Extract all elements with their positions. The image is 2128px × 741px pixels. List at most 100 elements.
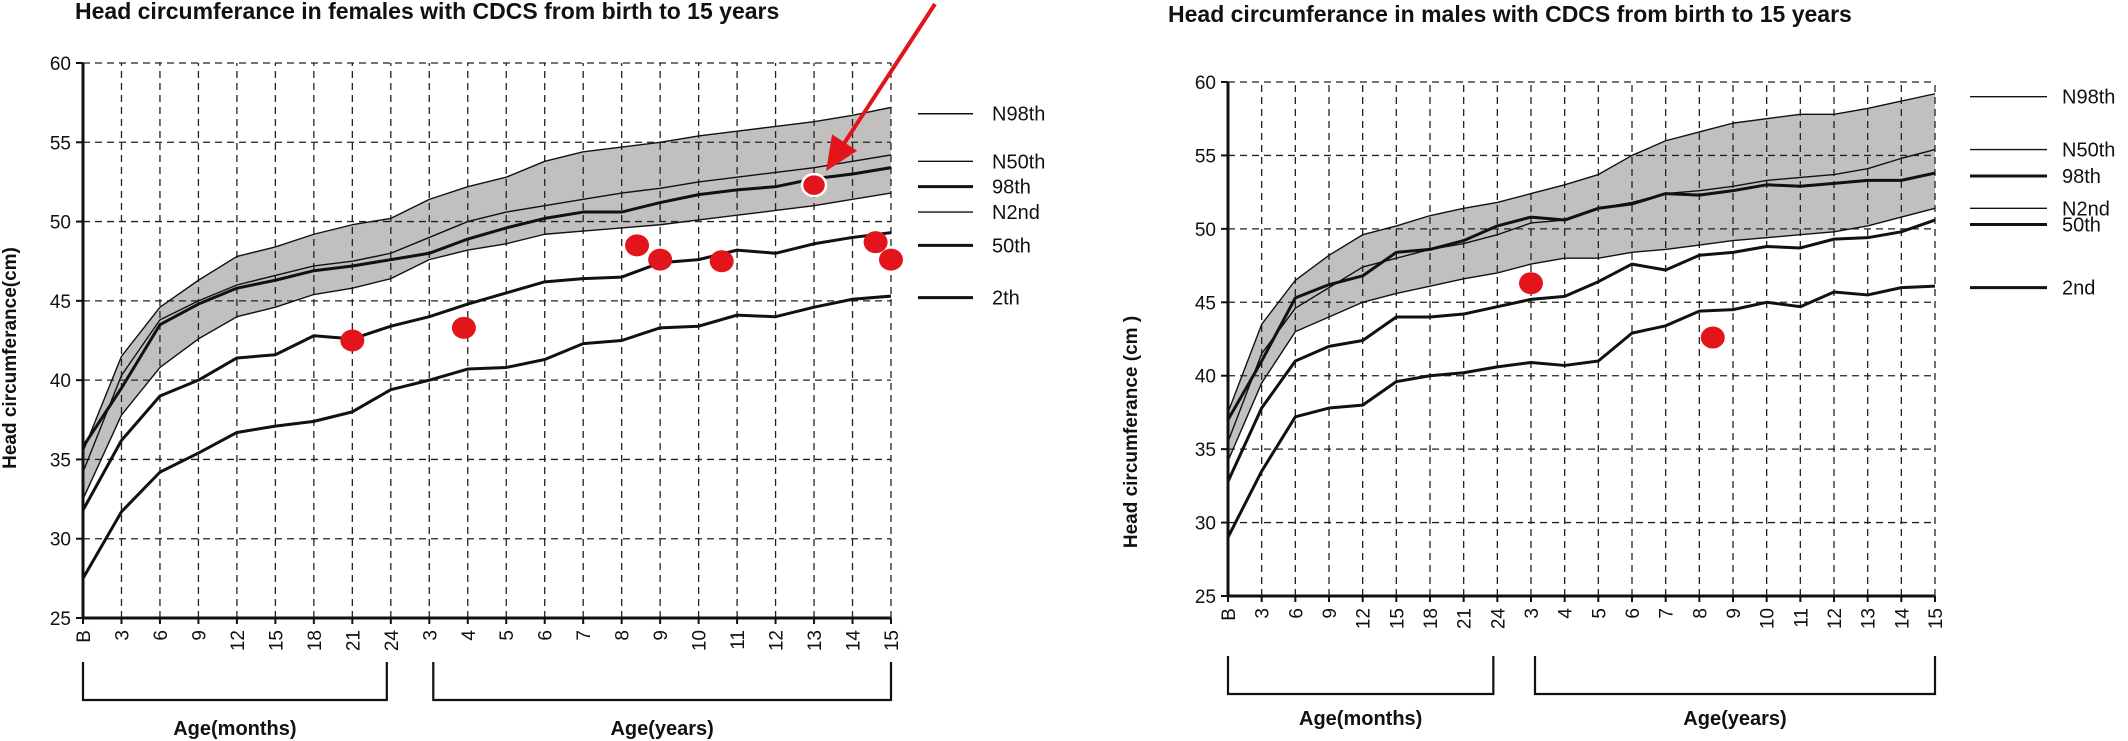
x-tick-label: 12 xyxy=(767,630,788,651)
series-line-n98th xyxy=(1227,93,1936,413)
x-tick-label: 12 xyxy=(1354,608,1375,629)
legend-label: 50th xyxy=(992,235,1031,257)
y-axis-label: Head circumferance(cm) xyxy=(0,247,21,469)
series-line-n50th xyxy=(82,154,892,473)
chart-title: Head circumferance in females with CDCS … xyxy=(75,0,779,24)
x-tick-label: 9 xyxy=(1724,608,1745,619)
patient-data-point xyxy=(879,248,903,271)
x-tick-label: 6 xyxy=(151,630,172,641)
y-tick-label: 35 xyxy=(1195,440,1216,461)
y-tick-label: 40 xyxy=(50,371,71,392)
x-axis-group-label: Age(months) xyxy=(173,718,296,740)
y-tick-label: 35 xyxy=(50,450,71,471)
x-tick-label: 3 xyxy=(1522,608,1543,619)
legend-label: N98th xyxy=(2062,87,2115,109)
y-tick-label: 25 xyxy=(1195,587,1216,608)
age-group-bracket xyxy=(1226,656,1495,696)
y-tick-label: 55 xyxy=(1195,146,1216,167)
annotation-arrow-head xyxy=(826,134,858,172)
series-line-n98th xyxy=(82,106,892,452)
x-tick-label: 15 xyxy=(266,630,287,651)
x-tick-label: 11 xyxy=(728,630,749,650)
x-tick-label: 15 xyxy=(882,630,903,651)
legend-label: 2th xyxy=(992,288,1020,310)
legend-label: 50th xyxy=(2062,214,2101,236)
x-tick-label: 9 xyxy=(189,630,210,641)
x-tick-label: B xyxy=(74,630,95,643)
y-tick-label: 40 xyxy=(1195,367,1216,388)
normal-range-band xyxy=(83,107,891,500)
x-tick-label: 5 xyxy=(1589,608,1610,619)
y-tick-label: 45 xyxy=(1195,293,1216,314)
x-tick-label: 18 xyxy=(1421,608,1442,629)
x-tick-label: 14 xyxy=(844,630,865,652)
legend-label: N2nd xyxy=(2062,198,2110,220)
x-tick-label: 18 xyxy=(305,630,326,651)
x-tick-label: 13 xyxy=(805,630,826,651)
series-line-50th xyxy=(81,231,892,511)
series-line-2nd xyxy=(1226,284,1936,538)
x-tick-label: 15 xyxy=(1926,608,1947,629)
x-tick-label: 12 xyxy=(1825,608,1846,629)
y-tick-label: 30 xyxy=(50,530,71,551)
x-tick-label: 9 xyxy=(651,630,672,641)
x-tick-label: 10 xyxy=(690,630,711,651)
legend-label: 98th xyxy=(2062,166,2101,188)
patient-data-point xyxy=(648,248,673,271)
x-tick-label: 8 xyxy=(613,630,634,641)
age-group-bracket xyxy=(432,662,893,702)
legend-label: N50th xyxy=(992,151,1045,173)
age-group-bracket xyxy=(1533,656,1937,696)
x-tick-label: 7 xyxy=(1657,608,1678,619)
x-tick-label: 6 xyxy=(536,630,557,641)
x-axis-group-label: Age(years) xyxy=(610,718,713,740)
patient-data-point xyxy=(1519,272,1543,295)
series-line-2th xyxy=(81,294,892,580)
series-line-98th xyxy=(1226,171,1936,421)
x-tick-label: 13 xyxy=(1859,608,1880,629)
x-tick-label: 24 xyxy=(1488,608,1509,630)
y-tick-label: 50 xyxy=(50,213,71,234)
x-axis-group-label: Age(months) xyxy=(1299,708,1422,730)
x-tick-label: 12 xyxy=(228,630,249,651)
x-tick-label: 6 xyxy=(1286,608,1307,619)
series-line-98th xyxy=(81,166,892,448)
x-tick-label: 4 xyxy=(1556,608,1577,619)
legend-label: 98th xyxy=(992,177,1031,199)
x-tick-label: 10 xyxy=(1758,608,1779,629)
x-tick-label: 3 xyxy=(420,630,441,641)
patient-data-point xyxy=(1700,326,1725,349)
y-tick-label: 60 xyxy=(50,54,71,75)
x-tick-label: 14 xyxy=(1892,608,1913,630)
female-head-circumference-chart: Head circumferance in females with CDCS … xyxy=(0,0,1045,740)
x-tick-label: 11 xyxy=(1791,608,1812,628)
x-tick-label: 8 xyxy=(1690,608,1711,619)
patient-data-point xyxy=(340,329,365,352)
chart-title: Head circumferance in males with CDCS fr… xyxy=(1168,1,1852,27)
y-tick-label: 50 xyxy=(1195,220,1216,241)
x-tick-label: 6 xyxy=(1623,608,1644,619)
patient-data-point xyxy=(709,250,734,273)
y-axis-label: Head circumferance (cm ) xyxy=(1121,316,1142,548)
male-head-circumference-chart: Head circumferance in males with CDCS fr… xyxy=(1121,1,2115,730)
x-tick-label: 7 xyxy=(574,630,595,641)
legend-label: N98th xyxy=(992,104,1045,126)
legend-label: 2nd xyxy=(2062,278,2095,300)
y-tick-label: 45 xyxy=(50,292,71,313)
patient-data-point xyxy=(625,234,650,257)
x-axis-group-label: Age(years) xyxy=(1683,708,1786,730)
x-tick-label: 21 xyxy=(1455,608,1476,629)
x-tick-label: B xyxy=(1219,608,1240,621)
x-tick-label: 9 xyxy=(1320,608,1341,619)
normal-range-band xyxy=(1228,93,1935,461)
patient-data-point xyxy=(451,316,476,339)
x-tick-label: 5 xyxy=(497,630,518,641)
annotation-arrow-shaft xyxy=(842,2,937,144)
series-line-50th xyxy=(1226,218,1936,483)
series-line-n2nd xyxy=(1227,207,1936,462)
patient-data-point xyxy=(863,231,888,254)
y-tick-label: 55 xyxy=(50,133,71,154)
x-tick-label: 3 xyxy=(1253,608,1274,619)
x-tick-label: 3 xyxy=(112,630,133,641)
